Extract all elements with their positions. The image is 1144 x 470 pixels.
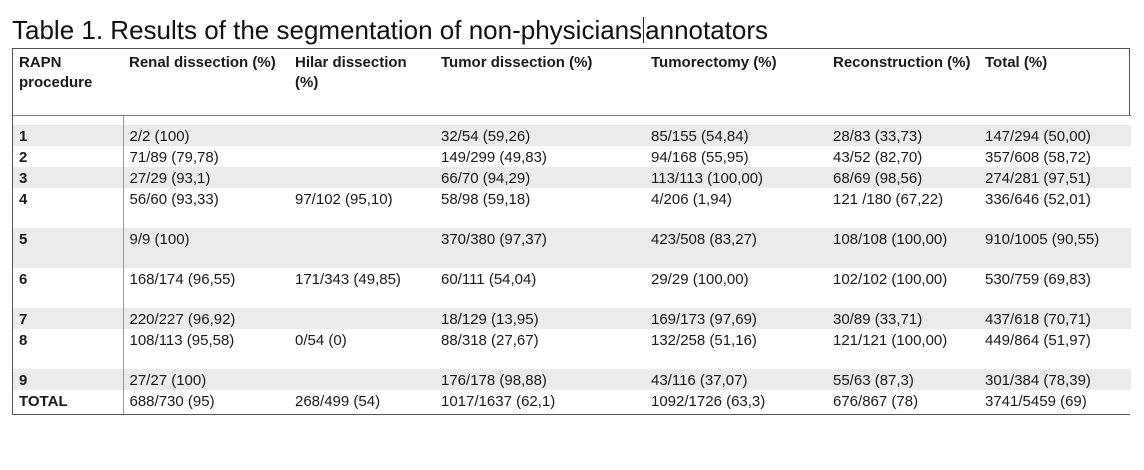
cell-hilar xyxy=(289,228,435,268)
cell-tumor-total: 1017/1637 (62,1) xyxy=(435,390,645,414)
cell-procedure: 6 xyxy=(13,268,124,308)
cell-hilar xyxy=(289,369,435,390)
cell-reconstruction: 108/108 (100,00) xyxy=(827,228,979,268)
cell-reconstruction: 121 /180 (67,22) xyxy=(827,188,979,228)
table-row: 2 71/89 (79,78) 149/299 (49,83) 94/168 (… xyxy=(13,146,1131,167)
cell-procedure: 9 xyxy=(13,369,124,390)
table-row: 3 27/29 (93,1) 66/70 (94,29) 113/113 (10… xyxy=(13,167,1131,188)
cell-tumor: 18/129 (13,95) xyxy=(435,308,645,329)
cell-procedure: 8 xyxy=(13,329,124,369)
cell-total: 437/618 (70,71) xyxy=(979,308,1131,329)
cell-procedure: 7 xyxy=(13,308,124,329)
cell-reconstruction: 30/89 (33,71) xyxy=(827,308,979,329)
header-spacer xyxy=(13,115,1131,125)
cell-tumorectomy: 4/206 (1,94) xyxy=(645,188,827,228)
table-row: 6 168/174 (96,55) 171/343 (49,85) 60/111… xyxy=(13,268,1131,308)
cell-reconstruction: 102/102 (100,00) xyxy=(827,268,979,308)
spacer-cell xyxy=(13,115,124,125)
header-total: Total (%) xyxy=(979,49,1131,116)
table-row: 5 9/9 (100) 370/380 (97,37) 423/508 (83,… xyxy=(13,228,1131,268)
cell-hilar-total: 268/499 (54) xyxy=(289,390,435,414)
cell-total: 449/864 (51,97) xyxy=(979,329,1131,369)
table-title: Table 1. Results of the segmentation of … xyxy=(12,14,768,46)
cell-tumor: 88/318 (27,67) xyxy=(435,329,645,369)
cell-procedure: 5 xyxy=(13,228,124,268)
header-renal-dissection: Renal dissection (%) xyxy=(123,49,289,116)
cell-tumor: 66/70 (94,29) xyxy=(435,167,645,188)
cell-tumorectomy: 169/173 (97,69) xyxy=(645,308,827,329)
header-rapn-procedure: RAPN procedure xyxy=(13,49,123,116)
cell-renal: 220/227 (96,92) xyxy=(123,308,289,329)
cell-renal: 71/89 (79,78) xyxy=(123,146,289,167)
cell-tumor: 60/111 (54,04) xyxy=(435,268,645,308)
cell-hilar xyxy=(289,125,435,146)
cell-reconstruction: 43/52 (82,70) xyxy=(827,146,979,167)
cell-tumorectomy: 43/116 (37,07) xyxy=(645,369,827,390)
cell-hilar xyxy=(289,308,435,329)
cell-procedure: 3 xyxy=(13,167,124,188)
results-table-container: RAPN procedure Renal dissection (%) Hila… xyxy=(12,48,1131,415)
cell-hilar xyxy=(289,167,435,188)
table-title-text: Table 1. Results of the segmentation of … xyxy=(12,15,643,45)
total-row: TOTAL 688/730 (95) 268/499 (54) 1017/163… xyxy=(13,390,1131,414)
cell-procedure: 4 xyxy=(13,188,124,228)
cell-renal: 9/9 (100) xyxy=(123,228,289,268)
cell-total: 357/608 (58,72) xyxy=(979,146,1131,167)
header-row: RAPN procedure Renal dissection (%) Hila… xyxy=(13,49,1131,116)
cell-hilar xyxy=(289,146,435,167)
table-title-text-end: annotators xyxy=(645,15,769,45)
cell-procedure: 2 xyxy=(13,146,124,167)
cell-tumor: 149/299 (49,83) xyxy=(435,146,645,167)
spacer-cell xyxy=(123,115,1131,125)
cell-hilar: 0/54 (0) xyxy=(289,329,435,369)
cell-renal: 27/29 (93,1) xyxy=(123,167,289,188)
cell-tumorectomy: 132/258 (51,16) xyxy=(645,329,827,369)
cell-reconstruction: 121/121 (100,00) xyxy=(827,329,979,369)
table-row: 1 2/2 (100) 32/54 (59,26) 85/155 (54,84)… xyxy=(13,125,1131,146)
header-tumor-dissection: Tumor dissection (%) xyxy=(435,49,645,116)
header-tumorectomy: Tumorectomy (%) xyxy=(645,49,827,116)
header-hilar-dissection: Hilar dissection (%) xyxy=(289,49,435,116)
cell-tumor: 32/54 (59,26) xyxy=(435,125,645,146)
cell-renal: 56/60 (93,33) xyxy=(123,188,289,228)
cell-tumor: 58/98 (59,18) xyxy=(435,188,645,228)
cell-procedure-total: TOTAL xyxy=(13,390,124,414)
table-row: 8 108/113 (95,58) 0/54 (0) 88/318 (27,67… xyxy=(13,329,1131,369)
table-row: 9 27/27 (100) 176/178 (98,88) 43/116 (37… xyxy=(13,369,1131,390)
cell-tumor: 176/178 (98,88) xyxy=(435,369,645,390)
cell-tumorectomy: 85/155 (54,84) xyxy=(645,125,827,146)
cell-reconstruction-total: 676/867 (78) xyxy=(827,390,979,414)
cell-tumorectomy: 423/508 (83,27) xyxy=(645,228,827,268)
cell-total: 910/1005 (90,55) xyxy=(979,228,1131,268)
header-reconstruction: Reconstruction (%) xyxy=(827,49,979,116)
cell-total: 274/281 (97,51) xyxy=(979,167,1131,188)
cell-tumorectomy: 113/113 (100,00) xyxy=(645,167,827,188)
table-row: 4 56/60 (93,33) 97/102 (95,10) 58/98 (59… xyxy=(13,188,1131,228)
cell-total-total: 3741/5459 (69) xyxy=(979,390,1131,414)
cell-renal: 27/27 (100) xyxy=(123,369,289,390)
cell-tumorectomy-total: 1092/1726 (63,3) xyxy=(645,390,827,414)
cell-total: 336/646 (52,01) xyxy=(979,188,1131,228)
cell-reconstruction: 55/63 (87,3) xyxy=(827,369,979,390)
cell-reconstruction: 28/83 (33,73) xyxy=(827,125,979,146)
cell-renal-total: 688/730 (95) xyxy=(123,390,289,414)
cell-total: 301/384 (78,39) xyxy=(979,369,1131,390)
cell-tumor: 370/380 (97,37) xyxy=(435,228,645,268)
cell-total: 530/759 (69,83) xyxy=(979,268,1131,308)
cell-renal: 2/2 (100) xyxy=(123,125,289,146)
text-cursor xyxy=(643,17,645,43)
results-table: RAPN procedure Renal dissection (%) Hila… xyxy=(13,49,1131,414)
cell-procedure: 1 xyxy=(13,125,124,146)
cell-hilar: 171/343 (49,85) xyxy=(289,268,435,308)
cell-tumorectomy: 29/29 (100,00) xyxy=(645,268,827,308)
table-row: 7 220/227 (96,92) 18/129 (13,95) 169/173… xyxy=(13,308,1131,329)
cell-reconstruction: 68/69 (98,56) xyxy=(827,167,979,188)
cell-tumorectomy: 94/168 (55,95) xyxy=(645,146,827,167)
cell-total: 147/294 (50,00) xyxy=(979,125,1131,146)
cell-renal: 108/113 (95,58) xyxy=(123,329,289,369)
cell-hilar: 97/102 (95,10) xyxy=(289,188,435,228)
cell-renal: 168/174 (96,55) xyxy=(123,268,289,308)
